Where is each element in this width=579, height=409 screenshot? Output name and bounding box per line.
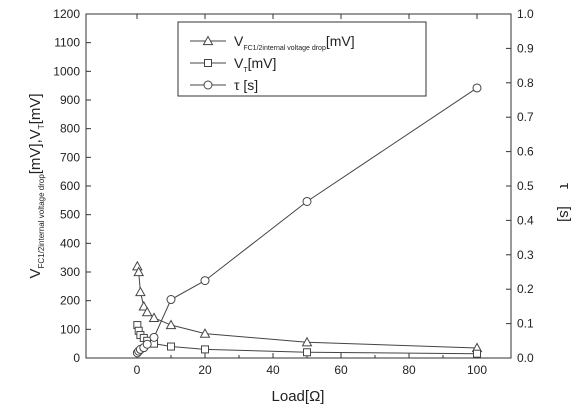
x-axis-title: Load[Ω] bbox=[272, 388, 325, 405]
data-point-circle bbox=[149, 332, 159, 342]
legend-label-main: τ bbox=[234, 77, 240, 93]
legend-item-triangle: VFC1/2internal voltage drop[mV] bbox=[190, 33, 355, 52]
legend-label: VFC1/2internal voltage drop[mV] bbox=[234, 33, 355, 52]
right-y-axis-unit: [s] bbox=[556, 206, 573, 222]
data-point-circle bbox=[302, 196, 312, 206]
data-point-triangle bbox=[138, 300, 150, 311]
left-y-tick-label: 700 bbox=[60, 150, 80, 164]
left-y-axis-title-end: [mV] bbox=[27, 93, 44, 124]
legend-label-rest: [s] bbox=[240, 77, 259, 93]
right-y-tick-label: 0.3 bbox=[517, 248, 534, 262]
left-y-axis-title: VFC1/2internal voltage drop[mV],VT[mV] bbox=[27, 93, 46, 278]
data-point-circle bbox=[200, 276, 210, 286]
legend-label-rest: [mV] bbox=[326, 33, 355, 49]
x-tick-label: 0 bbox=[134, 363, 141, 377]
left-y-tick-label: 1000 bbox=[53, 64, 80, 78]
data-point-square bbox=[167, 342, 175, 351]
data-point-triangle bbox=[199, 328, 211, 338]
left-y-axis-title-sub2: T bbox=[37, 124, 46, 129]
legend-label: VT[mV] bbox=[234, 55, 276, 74]
right-y-tick-label: 0.2 bbox=[517, 282, 534, 296]
data-point-square bbox=[303, 348, 311, 357]
right-y-tick-label: 0.7 bbox=[517, 110, 534, 124]
x-tick-label: 40 bbox=[266, 363, 280, 377]
left-y-tick-label: 0 bbox=[73, 351, 80, 365]
series-circle bbox=[132, 83, 482, 358]
right-y-tick-label: 0.0 bbox=[517, 351, 534, 365]
data-point-triangle bbox=[135, 286, 146, 297]
left-y-axis-title-rest: [mV],V bbox=[27, 129, 44, 174]
data-point-triangle bbox=[148, 312, 160, 322]
series-layer bbox=[131, 83, 483, 358]
legend-item-circle: τ [s] bbox=[190, 77, 258, 93]
right-y-axis-title-symbol: τ bbox=[556, 183, 573, 189]
legend-box bbox=[177, 21, 427, 97]
left-y-tick-label: 200 bbox=[60, 294, 80, 308]
right-y-tick-label: 0.6 bbox=[517, 145, 534, 159]
legend-marker-triangle bbox=[202, 35, 214, 46]
data-point-triangle bbox=[133, 266, 145, 277]
left-y-axis-title-main: V bbox=[27, 269, 44, 279]
data-point-triangle bbox=[301, 336, 313, 347]
legend-label-main: V bbox=[234, 33, 244, 49]
right-y-tick-label: 0.5 bbox=[517, 179, 534, 193]
legend-marker-circle bbox=[203, 80, 213, 90]
left-y-tick-label: 600 bbox=[60, 179, 80, 193]
data-point-circle bbox=[472, 83, 482, 93]
data-point-circle bbox=[142, 339, 152, 349]
left-y-tick-label: 500 bbox=[60, 208, 80, 222]
x-tick-label: 100 bbox=[467, 363, 487, 377]
left-y-tick-label: 1100 bbox=[54, 36, 80, 50]
right-y-tick-label: 0.8 bbox=[517, 76, 534, 90]
legend-label: τ [s] bbox=[234, 77, 258, 93]
left-y-axis-ticks: 0 100 200 300 400 500 600 700 800 900 1000 1100 1200 bbox=[53, 7, 91, 365]
data-point-square bbox=[473, 349, 481, 358]
x-tick-label: 60 bbox=[334, 363, 348, 377]
data-point-triangle bbox=[141, 306, 153, 317]
left-y-tick-label: 900 bbox=[60, 93, 80, 107]
data-point-triangle bbox=[131, 260, 143, 271]
right-y-axis-ticks: 0.0 0.1 0.2 0.3 0.4 0.5 0.6 0.7 0.8 0.9 1.0 bbox=[506, 7, 534, 365]
legend-label-sub: T bbox=[243, 67, 248, 74]
left-y-axis-title-sub: FC1/2internal voltage drop bbox=[37, 174, 46, 269]
legend-label-main: V bbox=[234, 55, 244, 71]
x-tick-label: 80 bbox=[402, 363, 416, 377]
legend-item-square: VT[mV] bbox=[190, 55, 276, 74]
series-line-circle bbox=[136, 87, 478, 354]
series-triangle bbox=[131, 260, 483, 353]
right-y-tick-label: 1.0 bbox=[517, 7, 534, 21]
data-point-circle bbox=[166, 295, 176, 305]
data-point-triangle bbox=[165, 319, 177, 330]
right-y-tick-label: 0.4 bbox=[517, 213, 534, 227]
left-y-tick-label: 800 bbox=[60, 122, 80, 136]
data-point-square bbox=[201, 345, 209, 354]
left-y-tick-label: 300 bbox=[60, 265, 80, 279]
right-y-tick-label: 0.1 bbox=[517, 317, 534, 331]
x-axis-ticks: 0 20 40 60 80 100 bbox=[134, 14, 487, 377]
series-line-triangle bbox=[136, 266, 478, 349]
left-y-tick-label: 400 bbox=[60, 236, 80, 250]
legend-label-sub: FC1/2internal voltage drop bbox=[243, 45, 326, 52]
legend: VFC1/2internal voltage drop[mV]VT[mV]τ [… bbox=[177, 21, 427, 97]
legend-marker-square bbox=[204, 59, 212, 67]
left-y-tick-label: 100 bbox=[60, 322, 80, 336]
x-tick-label: 20 bbox=[198, 363, 212, 377]
right-y-tick-label: 0.9 bbox=[517, 41, 534, 55]
right-y-axis-title: τ bbox=[556, 183, 573, 189]
legend-label-rest: [mV] bbox=[248, 55, 277, 71]
left-y-tick-label: 1200 bbox=[53, 7, 80, 21]
